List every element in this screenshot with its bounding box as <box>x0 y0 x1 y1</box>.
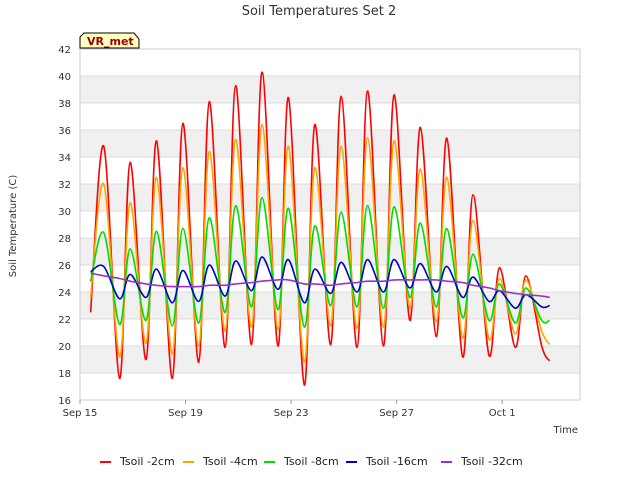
legend: Tsoil -2cm Tsoil -4cm Tsoil -8cm Tsoil -16c… <box>100 455 523 468</box>
y-axis-ticks: 16 18 20 22 24 26 28 30 32 34 36 38 40 42 <box>58 45 71 407</box>
chart-title: Soil Temperatures Set 2 <box>242 4 397 19</box>
y-tick-label: 34 <box>58 153 71 164</box>
y-tick-label: 42 <box>58 45 71 56</box>
y-tick-label: 22 <box>58 315 71 326</box>
y-tick-label: 32 <box>58 180 71 191</box>
badge-shape <box>79 32 140 49</box>
y-tick-label: 20 <box>58 342 71 353</box>
x-axis-ticks: Sep 15 Sep 19 Sep 23 Sep 27 Oct 1 <box>63 400 516 419</box>
series-line-4 <box>90 256 550 309</box>
y-tick-label: 18 <box>58 369 71 380</box>
x-tick-label: Sep 15 <box>63 408 98 419</box>
y-tick-label: 38 <box>58 99 71 110</box>
y-tick-label: 16 <box>58 396 71 407</box>
legend-label: Tsoil -32cm <box>460 455 523 468</box>
y-tick-label: 24 <box>58 288 71 299</box>
legend-label: Tsoil -16cm <box>365 455 428 468</box>
background-band <box>80 238 580 265</box>
background-band <box>80 130 580 157</box>
legend-label: Tsoil -8cm <box>283 455 339 468</box>
background-band <box>80 76 580 103</box>
legend-label: Tsoil -4cm <box>202 455 258 468</box>
x-axis-label: Time <box>553 425 578 436</box>
x-tick-label: Sep 19 <box>168 408 203 419</box>
y-tick-label: 30 <box>58 207 71 218</box>
vr-met-badge: VR_met <box>79 32 140 49</box>
background-band <box>80 346 580 373</box>
x-tick-label: Oct 1 <box>489 408 516 419</box>
x-tick-label: Sep 27 <box>379 408 414 419</box>
series-lines <box>89 71 551 386</box>
y-tick-label: 26 <box>58 261 71 272</box>
y-tick-label: 40 <box>58 72 71 83</box>
y-axis-label: Soil Temperature (C) <box>8 175 19 278</box>
y-tick-label: 36 <box>58 126 71 137</box>
background-band <box>80 184 580 211</box>
legend-label: Tsoil -2cm <box>119 455 175 468</box>
series-line-5 <box>90 272 550 299</box>
x-tick-label: Sep 23 <box>274 408 309 419</box>
y-tick-label: 28 <box>58 234 71 245</box>
badge-label: VR_met <box>87 35 134 48</box>
series-line-1 <box>89 71 551 386</box>
series-line-3 <box>89 196 550 328</box>
plot-background <box>80 49 580 400</box>
plot-frame <box>79 48 581 401</box>
